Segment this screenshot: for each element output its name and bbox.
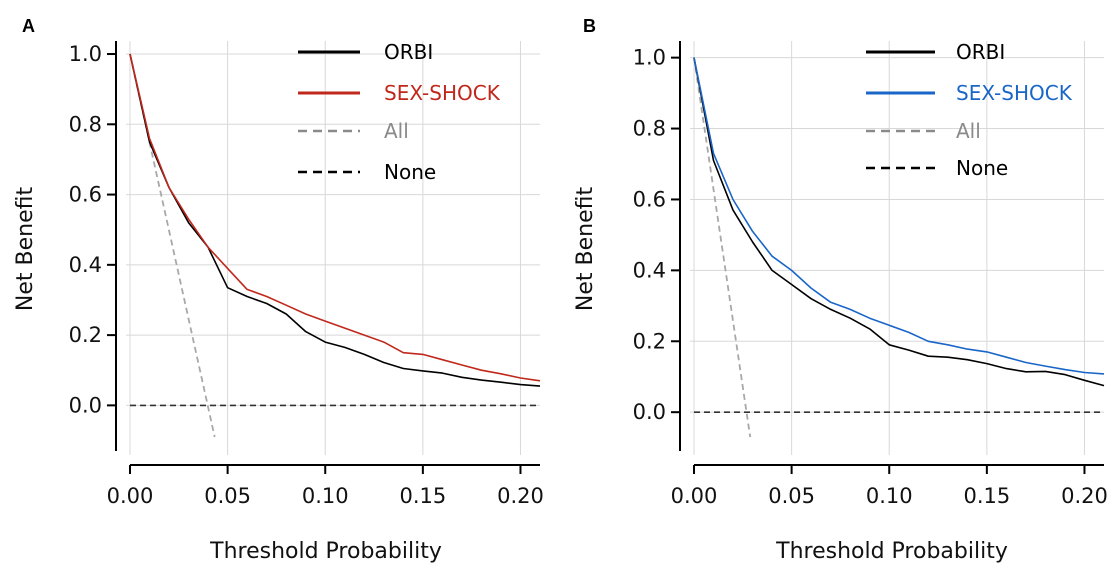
panel-a: A 0.00 0.05 0.10 0.15 0.20 0.0 0.2 0.4 0.6 0.8 1.… [13, 16, 544, 564]
panel-a-x-tick-label-0-00: 0.00 [107, 484, 154, 508]
panel-b-legend-label-orbi: ORBI [956, 40, 1005, 64]
panel-b-x-tick-label-0-05: 0.05 [768, 484, 815, 508]
panel-b-y-axis-title: Net Benefit [573, 187, 598, 312]
panel-a-legend-label-none: None [384, 160, 436, 184]
panel-a-y-tick-label-1-0: 1.0 [69, 42, 102, 66]
panel-a-y-ticks: 0.0 0.2 0.4 0.6 0.8 1.0 [69, 42, 116, 417]
panel-b-x-tick-label-0-15: 0.15 [963, 484, 1010, 508]
panel-b-series-orbi [693, 57, 1105, 387]
panel-a-series-orbi [129, 53, 541, 387]
panel-b-legend-label-none: None [956, 156, 1008, 180]
panel-a-y-axis-title: Net Benefit [13, 187, 38, 312]
panel-a-y-tick-label-0-6: 0.6 [69, 183, 102, 207]
panel-a-legend-label-orbi: ORBI [384, 40, 433, 64]
panel-a-x-tick-label-0-20: 0.20 [497, 484, 544, 508]
panel-a-y-tick-label-0-2: 0.2 [69, 323, 102, 347]
panel-a-series-sex-shock [129, 53, 541, 382]
panel-b-legend-label-sex-shock: SEX-SHOCK [956, 81, 1073, 105]
panel-a-letter: A [22, 16, 35, 36]
panel-b-all-line [693, 57, 752, 438]
panel-b-x-tick-label-0-00: 0.00 [671, 484, 718, 508]
panel-b-y-ticks: 0.0 0.2 0.4 0.6 0.8 1.0 [633, 46, 680, 424]
panel-b-legend-label-all: All [956, 119, 981, 143]
panel-a-legend-label-sex-shock: SEX-SHOCK [384, 81, 501, 105]
panel-a-x-axis-title: Threshold Probability [209, 539, 442, 564]
panel-a-x-tick-label-0-05: 0.05 [204, 484, 251, 508]
panel-b-x-tick-label-0-10: 0.10 [866, 484, 913, 508]
panel-a-axes [115, 41, 540, 466]
panel-b-letter: B [583, 16, 596, 36]
panel-b: B 0.00 0.05 0.10 0.15 0.20 0.0 0.2 0.4 0.6 0.8 1.… [573, 16, 1108, 564]
panel-a-legend-label-all: All [384, 119, 409, 143]
panel-b-y-tick-label-0-8: 0.8 [633, 117, 666, 141]
panel-b-y-tick-label-0-0: 0.0 [633, 400, 666, 424]
panel-b-axes [679, 41, 1104, 466]
panel-a-legend: ORBI SEX-SHOCK All None [298, 40, 501, 184]
panel-a-y-tick-label-0-0: 0.0 [69, 393, 102, 417]
panel-b-model-lines [693, 57, 1105, 387]
panel-a-x-tick-label-0-10: 0.10 [302, 484, 349, 508]
panel-b-legend: ORBI SEX-SHOCK All None [866, 40, 1073, 180]
panel-b-y-tick-label-0-4: 0.4 [633, 258, 666, 282]
panel-a-y-tick-label-0-4: 0.4 [69, 253, 102, 277]
panel-b-y-tick-label-0-2: 0.2 [633, 329, 666, 353]
panel-b-grid [690, 41, 1104, 455]
panel-b-x-ticks: 0.00 0.05 0.10 0.15 0.20 [671, 465, 1108, 508]
panel-b-y-tick-label-0-6: 0.6 [633, 187, 666, 211]
panel-a-y-tick-label-0-8: 0.8 [69, 112, 102, 136]
panel-b-x-tick-label-0-20: 0.20 [1061, 484, 1108, 508]
panel-b-x-axis-title: Threshold Probability [775, 539, 1008, 564]
panel-a-x-tick-label-0-15: 0.15 [399, 484, 446, 508]
panel-b-series-all [693, 57, 752, 438]
panel-b-series-sex-shock [693, 57, 1105, 375]
panel-a-model-lines [129, 53, 541, 387]
panel-b-y-tick-label-1-0: 1.0 [633, 46, 666, 70]
panel-a-x-ticks: 0.00 0.05 0.10 0.15 0.20 [107, 465, 544, 508]
